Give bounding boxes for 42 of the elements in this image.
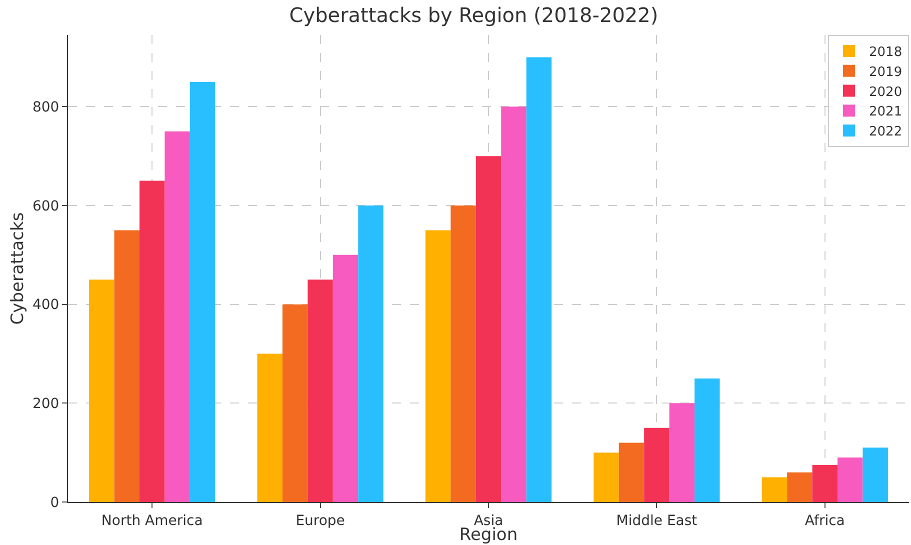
x-tick-label: North America [101,512,203,529]
bar [669,403,695,502]
bar [332,254,358,502]
bar [762,477,788,502]
y-tick-label: 200 [32,396,60,412]
x-tick-label: Middle East [616,512,698,529]
bar [694,378,720,502]
x-tick-label: Europe [296,512,345,529]
bar [476,156,502,502]
y-axis-title: Cyberattacks [8,212,28,325]
bar [644,428,670,502]
x-axis-title: Region [459,525,518,545]
legend-label: 2019 [869,64,902,80]
bar [190,82,216,502]
bar [425,230,451,502]
y-tick-label: 600 [32,198,60,214]
bar [862,448,888,502]
bar [618,442,644,502]
bar [450,205,476,502]
y-tick-label: 800 [32,100,60,116]
bar [139,180,165,502]
bar [838,458,863,502]
chart-title: Cyberattacks by Region (2018-2022) [289,3,658,28]
bar [308,280,333,502]
x-tick-label: Africa [804,512,845,529]
bar [257,354,282,502]
bar [594,452,619,502]
bar [89,280,114,502]
legend-label: 2020 [869,84,902,100]
legend-label: 2021 [869,104,902,120]
y-tick-label: 0 [50,494,60,511]
bar [358,205,384,502]
bar [501,106,526,502]
bar [114,230,140,502]
bar [787,472,812,502]
bar [526,57,552,502]
bar [164,131,190,502]
legend-label: 2022 [869,124,902,140]
y-tick-label: 400 [32,297,60,314]
bar [282,304,308,502]
legend-label: 2018 [869,45,902,60]
bar [812,464,838,502]
